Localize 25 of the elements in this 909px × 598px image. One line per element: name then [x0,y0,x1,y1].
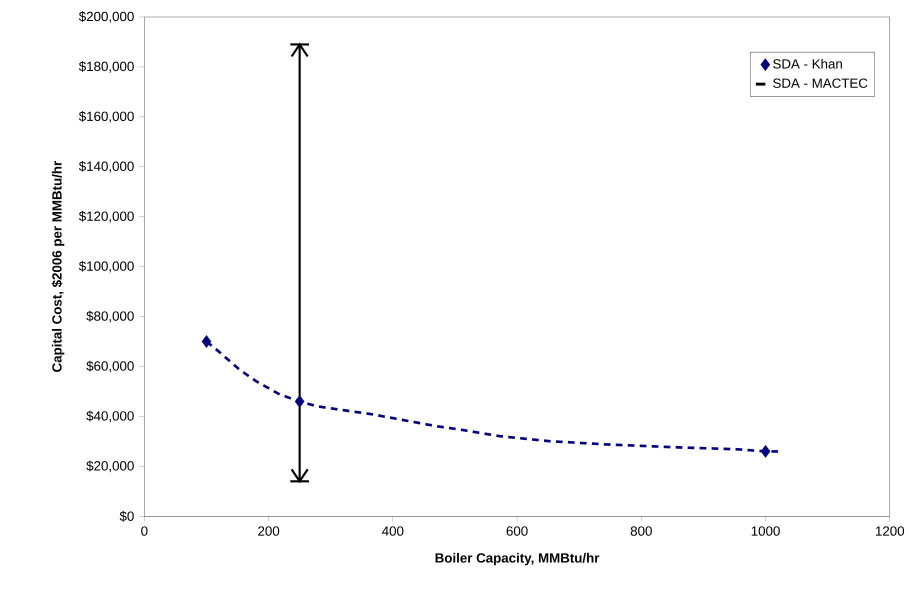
y-tick-label: $40,000 [86,410,134,422]
x-tick-label: 0 [141,526,148,536]
legend-label: SDA - MACTEC [773,78,868,88]
x-tick-label: 200 [258,526,280,536]
x-tick-label: 400 [382,526,404,536]
y-tick-label: $120,000 [78,210,134,222]
y-tick-label: $0 [120,510,134,522]
y-tick-label: $180,000 [78,61,134,73]
y-axis-title: Capital Cost, $2006 per MMBtu/hr [52,160,64,372]
y-tick-label: $140,000 [78,160,134,172]
y-tick-label: $20,000 [86,460,134,472]
x-tick-label: 800 [630,526,652,536]
y-tick-label: $200,000 [78,11,134,23]
y-tick-label: $100,000 [78,260,134,272]
y-tick-label: $80,000 [86,310,134,322]
x-tick-label: 1000 [752,526,780,536]
point [202,335,212,348]
y-tick-label: $160,000 [78,110,134,123]
point [294,395,304,408]
x-axis-title: Boiler Capacity, MMBtu/hr [436,552,600,566]
legend-label: SDA - Khan [773,58,842,69]
point [760,445,770,458]
x-tick-label: 600 [506,526,528,536]
y-tick-label: $60,000 [86,360,134,372]
x-tick-label: 1200 [876,526,904,536]
